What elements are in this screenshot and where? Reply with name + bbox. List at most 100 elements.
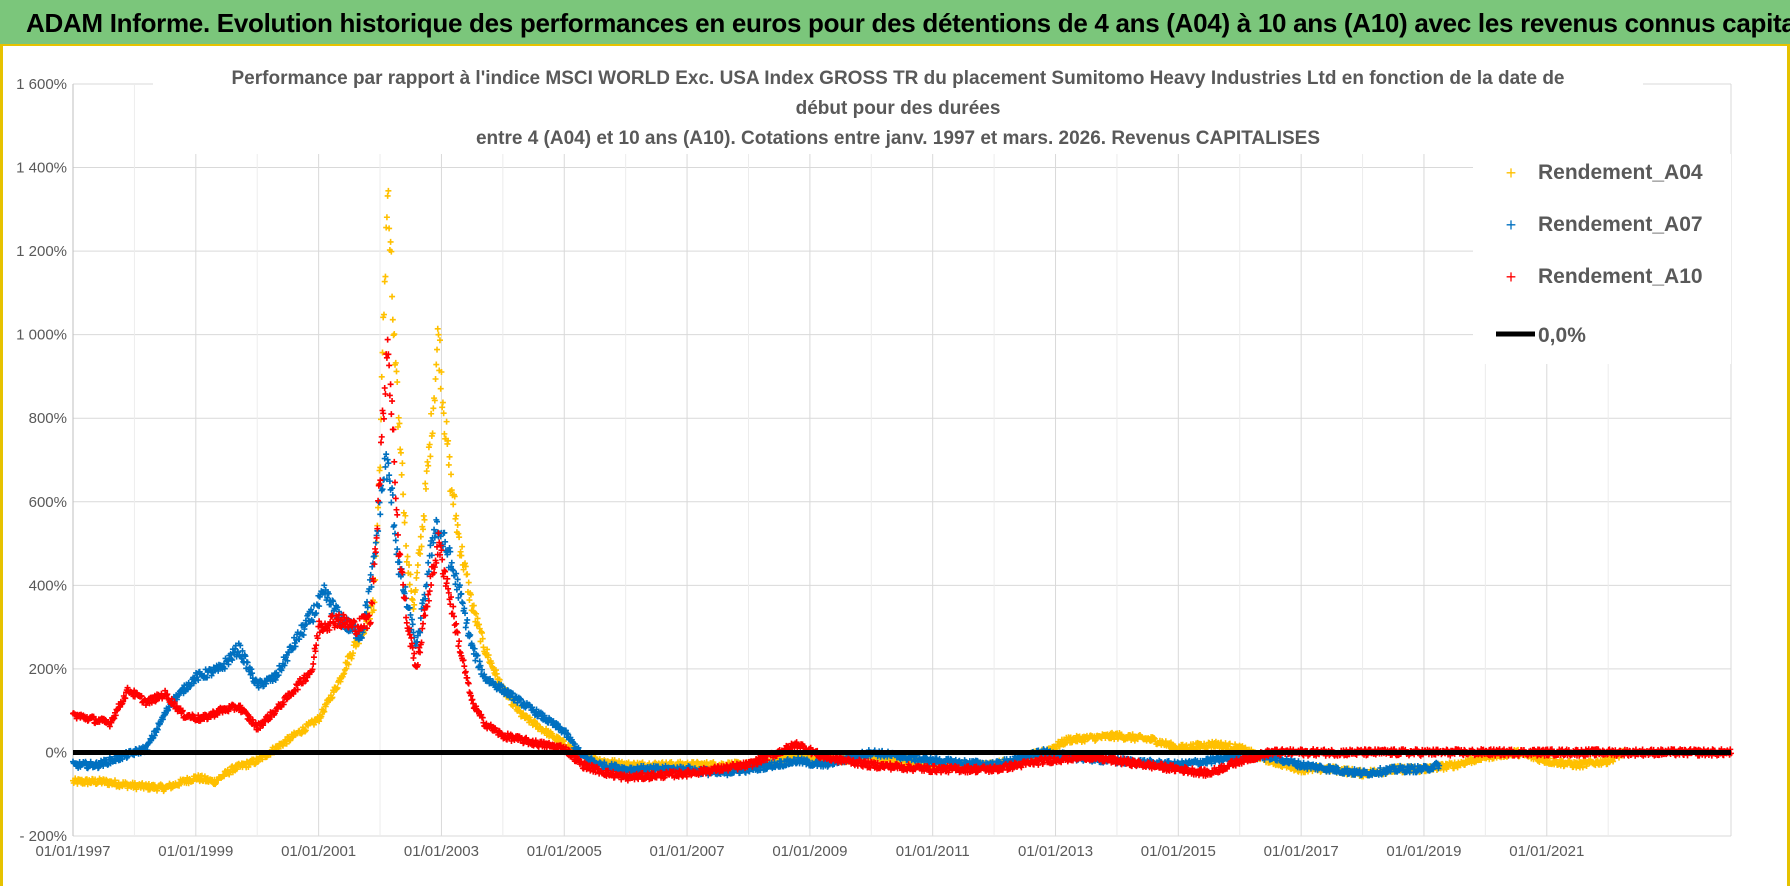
x-tick-label: 01/01/2017 — [1264, 843, 1339, 860]
y-tick-label: 200% — [29, 661, 67, 678]
data-point — [310, 654, 317, 661]
data-point — [386, 362, 393, 369]
data-point — [394, 379, 401, 386]
data-point — [493, 670, 500, 677]
data-point — [427, 453, 434, 460]
data-point — [459, 600, 466, 607]
y-tick-label: 0% — [45, 744, 67, 761]
data-point — [420, 526, 427, 533]
data-point — [392, 479, 399, 486]
data-point — [403, 558, 410, 565]
data-point — [386, 225, 393, 232]
data-point — [456, 638, 463, 645]
x-tick-label: 01/01/1999 — [158, 843, 233, 860]
data-point — [383, 214, 390, 221]
data-point — [388, 248, 395, 255]
x-tick-label: 01/01/2011 — [896, 843, 970, 860]
chart-frame: 1 600% 1 400% 1 200% 1 000% 800% 600% 400% 200%… — [0, 46, 1790, 886]
data-point — [400, 491, 407, 498]
x-tick-label: 01/01/1997 — [35, 843, 110, 860]
data-point — [472, 618, 479, 625]
data-point — [479, 635, 486, 642]
data-point — [439, 399, 446, 406]
y-axis-labels: 1 600%1 400%1 200%1 000%800%600%400%200%… — [16, 76, 67, 845]
data-point — [407, 571, 414, 578]
data-point — [418, 543, 425, 550]
data-point — [465, 579, 472, 586]
data-point — [392, 530, 399, 537]
y-tick-label: 1 200% — [16, 243, 67, 260]
data-point — [430, 405, 437, 412]
data-point — [448, 559, 455, 566]
y-tick-label: 600% — [29, 494, 67, 511]
x-tick-label: 01/01/2001 — [281, 843, 356, 860]
data-point — [412, 586, 419, 593]
data-point — [389, 293, 396, 300]
data-point — [476, 625, 483, 632]
data-point — [397, 449, 404, 456]
data-point — [470, 602, 477, 609]
data-point — [464, 616, 471, 623]
data-point — [435, 331, 442, 338]
data-point — [438, 369, 445, 376]
data-point — [434, 346, 441, 353]
data-point — [440, 410, 447, 417]
data-point — [343, 665, 350, 672]
data-point — [422, 485, 429, 492]
data-point — [318, 713, 325, 720]
data-point — [417, 533, 424, 540]
data-point — [426, 441, 433, 448]
data-point — [467, 591, 474, 598]
data-point — [380, 415, 387, 422]
y-tick-label: 400% — [29, 577, 67, 594]
report-title: ADAM Informe. Evolution historique des p… — [26, 8, 1790, 38]
data-point — [402, 512, 409, 519]
data-point — [432, 375, 439, 382]
data-point — [382, 463, 389, 470]
data-point — [448, 487, 455, 494]
data-point — [396, 420, 403, 427]
data-point — [417, 550, 424, 557]
data-point — [385, 460, 392, 467]
data-point — [404, 553, 411, 560]
data-point — [474, 615, 481, 622]
data-point — [334, 684, 341, 691]
data-point — [458, 552, 465, 559]
data-point — [384, 336, 391, 343]
data-point — [451, 493, 458, 500]
data-point — [370, 607, 377, 614]
data-point — [378, 439, 385, 446]
data-point — [380, 311, 387, 318]
data-point — [473, 610, 480, 617]
data-point — [394, 531, 401, 538]
data-point — [392, 495, 399, 502]
x-tick-label: 01/01/2003 — [404, 843, 479, 860]
performance-chart: 1 600%1 400%1 200%1 000%800%600%400%200%… — [16, 60, 1734, 860]
y-tick-label: 1 000% — [16, 327, 67, 344]
data-point — [445, 437, 452, 444]
data-point — [466, 597, 473, 604]
data-point — [387, 238, 394, 245]
y-tick-label: - 200% — [19, 828, 67, 845]
data-point — [403, 619, 410, 626]
data-point — [459, 543, 466, 550]
data-point — [391, 331, 398, 338]
data-point — [428, 582, 435, 589]
data-point — [283, 740, 290, 747]
data-point — [425, 559, 432, 566]
data-point — [423, 468, 430, 475]
data-point — [321, 708, 328, 715]
data-point — [382, 273, 389, 280]
data-point — [414, 569, 421, 576]
data-point — [387, 381, 394, 388]
data-point — [383, 224, 390, 231]
y-tick-label: 800% — [29, 410, 67, 427]
data-point — [453, 512, 460, 519]
data-point — [406, 581, 413, 588]
data-point — [406, 562, 413, 569]
data-point — [431, 397, 438, 404]
series-Rendement_A04 — [70, 187, 1627, 795]
data-point — [425, 462, 432, 469]
series-Rendement_A07 — [70, 451, 1443, 779]
data-point — [381, 384, 388, 391]
